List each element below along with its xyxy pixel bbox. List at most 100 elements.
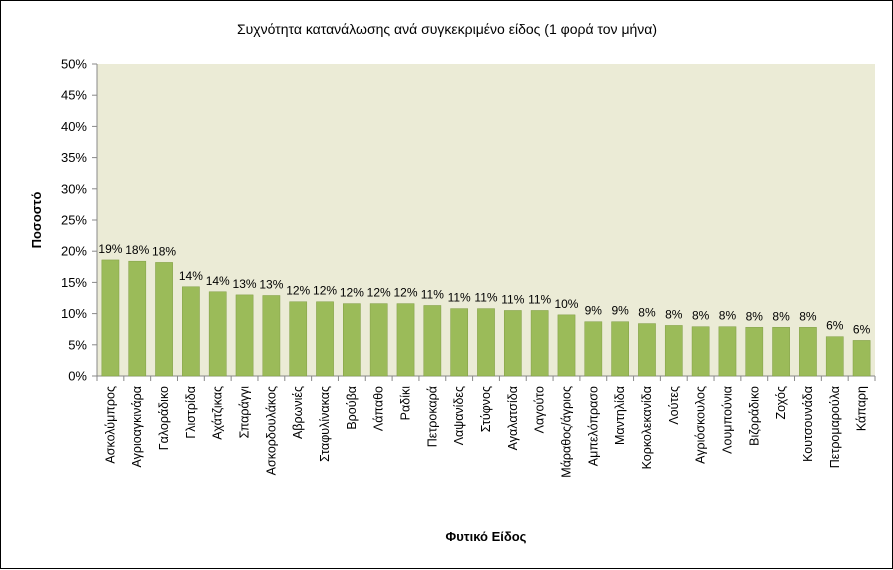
y-tick-label: 0% [68,369,87,384]
data-label: 18% [125,243,149,257]
bar-9 [316,301,334,377]
y-tick-label: 30% [61,181,87,196]
bar-1 [101,259,120,377]
category-label: Αγριοαγκινάρα [130,386,144,468]
bar-11 [369,303,388,377]
bar-18 [557,314,576,377]
category-label: Πετροκαρά [425,386,439,447]
data-label: 8% [692,309,710,323]
data-label: 18% [152,244,176,258]
category-label: Λουμπούνια [720,386,734,454]
category-label: Αχάτζικας [211,386,225,440]
bar-8 [289,301,308,377]
bar-23 [691,326,710,377]
data-label: 8% [638,306,656,320]
bar-5 [208,291,227,377]
data-label: 8% [665,307,683,321]
bar-7 [262,295,281,377]
bar-12 [396,303,415,377]
category-label: Αγριόσκουλος [694,386,708,464]
data-label: 12% [313,284,337,298]
data-label: 8% [719,309,737,323]
bar-26 [772,327,790,377]
y-tick-label: 5% [68,337,87,352]
category-label: Ραδίκι [399,386,413,421]
bar-25 [745,327,764,377]
y-tick-label: 40% [61,119,87,134]
category-label: Λαγούτο [533,386,547,433]
category-label: Μαντηλίδα [613,386,627,445]
category-label: Κουτσουνάδα [801,386,815,462]
category-label: Λάπαθο [372,386,386,431]
bar-13 [423,305,442,377]
x-axis-label: Φυτικό Είδος [446,529,527,544]
data-label: 14% [179,269,203,283]
data-label: 9% [585,304,603,318]
y-tick-label: 10% [61,306,87,321]
y-tick-label: 45% [61,88,87,103]
category-label: Σπαράγγι [238,386,252,439]
data-label: 12% [394,286,418,300]
chart-title: Συχνότητα κατανάλωσης ανά συγκεκριμένο ε… [237,21,657,37]
data-label: 13% [259,278,283,292]
data-label: 10% [554,297,578,311]
category-label: Βιζοράδικο [747,386,761,446]
data-label: 11% [448,291,471,305]
bar-29 [852,340,871,377]
bar-22 [664,325,683,377]
data-label: 11% [528,292,551,306]
data-label: 12% [340,286,364,300]
data-label: 8% [799,309,817,323]
category-label: Στύφνος [479,386,493,432]
data-label: 11% [501,292,524,306]
bar-2 [128,260,147,377]
category-label: Γλιστρίδα [184,386,198,439]
y-tick-label: 25% [61,213,87,228]
category-label: Ζοχός [774,386,788,419]
bar-10 [343,303,361,377]
y-tick-label: 35% [61,150,87,165]
category-label: Πετρομαρούλα [828,386,842,468]
category-label: Αγαλατσίδα [506,386,520,450]
bar-15 [477,308,495,377]
category-label: Αμπελόπρασο [586,386,600,466]
data-label: 19% [98,242,122,256]
category-label: Σταφυλίνακας [318,386,332,462]
data-label: 8% [772,309,790,323]
bar-17 [530,310,549,377]
category-label: Κάπαρη [855,386,869,431]
category-label: Κορκολεκανίδα [640,386,654,469]
data-label: 9% [611,304,629,318]
data-label: 12% [286,284,310,298]
y-tick-label: 15% [61,275,87,290]
bar-28 [825,336,844,377]
category-label: Λαψανίδες [452,386,466,445]
category-label: Ασκολύμπρος [103,386,117,464]
bar-4 [182,286,200,377]
y-axis-label: Ποσοστό [29,192,44,249]
bar-27 [799,327,817,377]
category-label: Λούτες [667,386,681,425]
bar-24 [718,326,737,377]
data-label: 12% [367,286,391,300]
category-label: Βρούβα [345,386,359,430]
data-label: 6% [853,322,871,336]
data-label: 8% [746,309,764,323]
data-label: 11% [421,287,444,301]
bar-14 [450,308,469,377]
bar-16 [503,310,522,377]
category-label: Γαλοράδικο [157,386,171,450]
bar-6 [235,294,254,377]
data-label: 14% [206,274,230,288]
data-label: 6% [826,319,844,333]
bar-19 [584,321,603,377]
bar-20 [611,321,629,377]
bar-21 [638,323,656,377]
category-label: Ασκορδουλάκος [264,386,278,475]
y-tick-label: 20% [61,244,87,259]
category-label: Αβρωνιές [291,386,305,439]
category-label: Μάραθος/άγριος [559,386,573,478]
bar-3 [155,262,173,377]
